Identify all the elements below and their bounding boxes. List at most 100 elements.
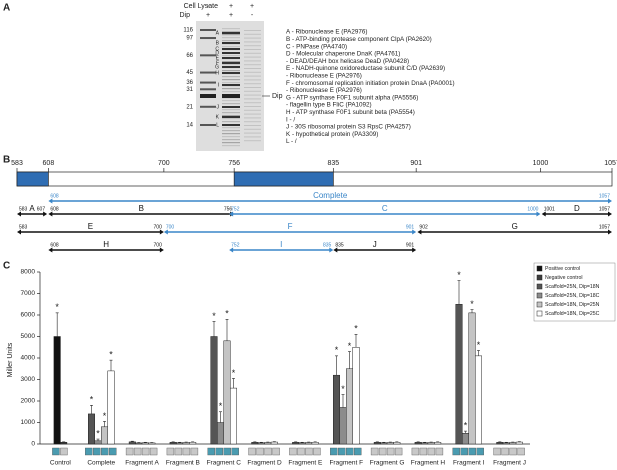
gel-band bbox=[222, 109, 240, 111]
bar bbox=[230, 387, 237, 445]
gel-band bbox=[222, 139, 240, 141]
colony-tile bbox=[476, 447, 484, 456]
significance: * bbox=[96, 428, 100, 438]
protein-entry: G - ATP synthase F0F1 subunit alpha (PA5… bbox=[286, 94, 418, 101]
colony-tile bbox=[85, 447, 93, 456]
y-tick-label: 4000 bbox=[21, 355, 36, 362]
protein-entry: A - Ribonuclease E (PA2976) bbox=[286, 29, 367, 36]
bar bbox=[333, 374, 340, 445]
gel-band bbox=[244, 64, 261, 66]
y-tick-label: 7000 bbox=[21, 290, 36, 297]
x-tick-label: Fragment A bbox=[125, 460, 159, 467]
fragment-name: E bbox=[88, 222, 93, 231]
scale-label: 1057 bbox=[604, 160, 617, 167]
gel-band bbox=[222, 103, 240, 105]
bar bbox=[251, 442, 259, 445]
scale-label: 756 bbox=[228, 160, 240, 167]
gel-band bbox=[244, 60, 261, 62]
colony-tile bbox=[313, 447, 321, 456]
fragment-start: 752 bbox=[231, 206, 240, 212]
marker-label: 31 bbox=[186, 87, 193, 93]
band-letter: H bbox=[215, 70, 219, 76]
fragment-start: 583 bbox=[19, 206, 28, 212]
gel-band bbox=[222, 100, 240, 102]
colony-tile bbox=[109, 447, 117, 456]
fragment-name: Complete bbox=[313, 191, 348, 200]
fragment-end: 756 bbox=[224, 206, 233, 212]
fragment-end: 1057 bbox=[599, 193, 610, 199]
band-letter: A bbox=[216, 30, 220, 36]
band-letter: J bbox=[217, 104, 220, 110]
significance: * bbox=[212, 311, 216, 321]
significance: * bbox=[464, 420, 468, 430]
bar bbox=[455, 304, 463, 445]
legend-entry: Negative control bbox=[545, 275, 583, 281]
gel-band bbox=[244, 125, 261, 126]
colony-tile bbox=[338, 447, 346, 456]
dip-sign: - bbox=[251, 12, 254, 19]
x-tick-label: Fragment F bbox=[329, 460, 363, 467]
bar bbox=[502, 442, 510, 445]
fragment-start: 700 bbox=[166, 224, 175, 230]
marker-band bbox=[200, 37, 216, 40]
colony-tile bbox=[166, 447, 175, 456]
gel-band bbox=[244, 140, 261, 142]
bar bbox=[257, 442, 265, 445]
significance: * bbox=[232, 368, 236, 378]
protein-entry: - Ribonuclease E (PA2976) bbox=[286, 72, 362, 79]
colony-tile bbox=[231, 447, 239, 456]
y-tick-label: 1000 bbox=[21, 419, 36, 426]
gel-band bbox=[222, 133, 240, 135]
protein-entry: C - PNPase (PA4740) bbox=[286, 43, 347, 50]
colony-tile bbox=[207, 447, 215, 456]
legend-swatch bbox=[536, 292, 543, 299]
bar bbox=[107, 370, 115, 445]
x-tick-label: Fragment H bbox=[411, 460, 446, 467]
colony-tile bbox=[509, 447, 517, 456]
marker-label: 14 bbox=[186, 123, 193, 129]
lysate-sign: + bbox=[229, 3, 233, 10]
colony-tile bbox=[182, 447, 191, 456]
gel-band bbox=[222, 72, 240, 74]
protein-entry: B - ATP-binding protease component ClpA … bbox=[286, 36, 432, 43]
gel-band bbox=[244, 83, 261, 85]
colony-tile bbox=[215, 447, 223, 456]
x-tick-label: Complete bbox=[87, 460, 115, 467]
band-letter: L bbox=[216, 122, 219, 128]
gel-band bbox=[222, 52, 240, 54]
significance: * bbox=[470, 299, 474, 309]
significance: * bbox=[354, 324, 358, 334]
y-tick-label: 2000 bbox=[21, 398, 36, 405]
fragment-name: C bbox=[382, 204, 388, 213]
gel-band bbox=[222, 42, 240, 44]
fragment-name: D bbox=[574, 204, 580, 213]
legend-entry: Scaffold=25N, Dip=18N bbox=[545, 284, 600, 290]
band-letter: C bbox=[215, 46, 219, 52]
bar bbox=[298, 442, 306, 445]
bar bbox=[223, 340, 231, 445]
bar bbox=[346, 368, 353, 445]
y-tick-label: 3000 bbox=[21, 376, 36, 383]
y-axis-label: Miller Units bbox=[7, 342, 14, 377]
bar bbox=[148, 442, 156, 445]
colony-tile bbox=[264, 447, 272, 456]
panel-label: B bbox=[3, 155, 10, 166]
colony-tile bbox=[330, 447, 338, 456]
colony-tile bbox=[370, 447, 379, 456]
protein-entry: - flagellin type B FliC (PA1092) bbox=[286, 102, 372, 109]
legend-entry: Scaffold=18N, Dip=25C bbox=[545, 311, 600, 317]
colony-tile bbox=[394, 447, 403, 456]
protein-entry: L - / bbox=[286, 138, 297, 145]
marker-band bbox=[200, 105, 216, 108]
bar bbox=[421, 442, 429, 445]
marker-label: 45 bbox=[186, 70, 193, 76]
fragment-end: 700 bbox=[154, 242, 163, 248]
gel-band bbox=[244, 79, 261, 81]
legend-entry: Positive control bbox=[545, 266, 580, 272]
dip-label: Dip bbox=[179, 12, 190, 19]
fragment-name: I bbox=[280, 240, 282, 249]
band-letter: G bbox=[215, 64, 219, 70]
colony-tile bbox=[133, 447, 142, 456]
gel-band bbox=[222, 130, 240, 132]
lysate-sign: + bbox=[250, 3, 254, 10]
